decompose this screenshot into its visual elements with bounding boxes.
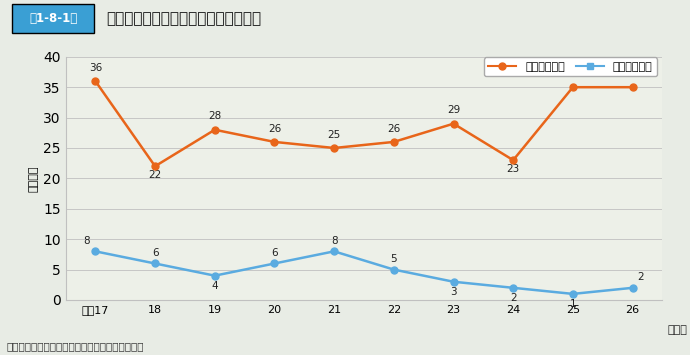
Text: 26: 26 (387, 124, 400, 133)
Text: 35: 35 (633, 69, 646, 79)
Text: 25: 25 (328, 130, 341, 140)
Text: 35: 35 (562, 69, 575, 79)
Text: 8: 8 (83, 236, 90, 246)
Text: 5: 5 (391, 254, 397, 264)
Text: （備考）「特殊災害対策の実態調査」により作成: （備考）「特殊災害対策の実態調査」により作成 (7, 342, 144, 351)
Text: 8: 8 (331, 236, 337, 246)
Text: 28: 28 (208, 111, 221, 121)
Text: トンネル内車両・施設火災件数の推移: トンネル内車両・施設火災件数の推移 (106, 11, 262, 26)
Text: 3: 3 (450, 287, 457, 297)
Text: 36: 36 (89, 63, 102, 73)
Text: 29: 29 (447, 105, 460, 115)
Text: 22: 22 (148, 170, 161, 180)
Text: （年）: （年） (668, 325, 688, 335)
Text: 26: 26 (268, 124, 281, 133)
Text: 1: 1 (569, 299, 576, 309)
Text: 2: 2 (510, 293, 517, 303)
Legend: 道路トンネル, 鉄道トンネル: 道路トンネル, 鉄道トンネル (484, 58, 657, 76)
Y-axis label: （件数）: （件数） (29, 165, 39, 192)
Text: 23: 23 (506, 164, 520, 174)
Text: 6: 6 (152, 248, 159, 258)
Text: 4: 4 (211, 281, 218, 291)
Text: 第1-8-1図: 第1-8-1図 (29, 12, 77, 25)
FancyBboxPatch shape (12, 5, 94, 33)
Text: 2: 2 (638, 272, 644, 282)
Text: 6: 6 (271, 248, 278, 258)
